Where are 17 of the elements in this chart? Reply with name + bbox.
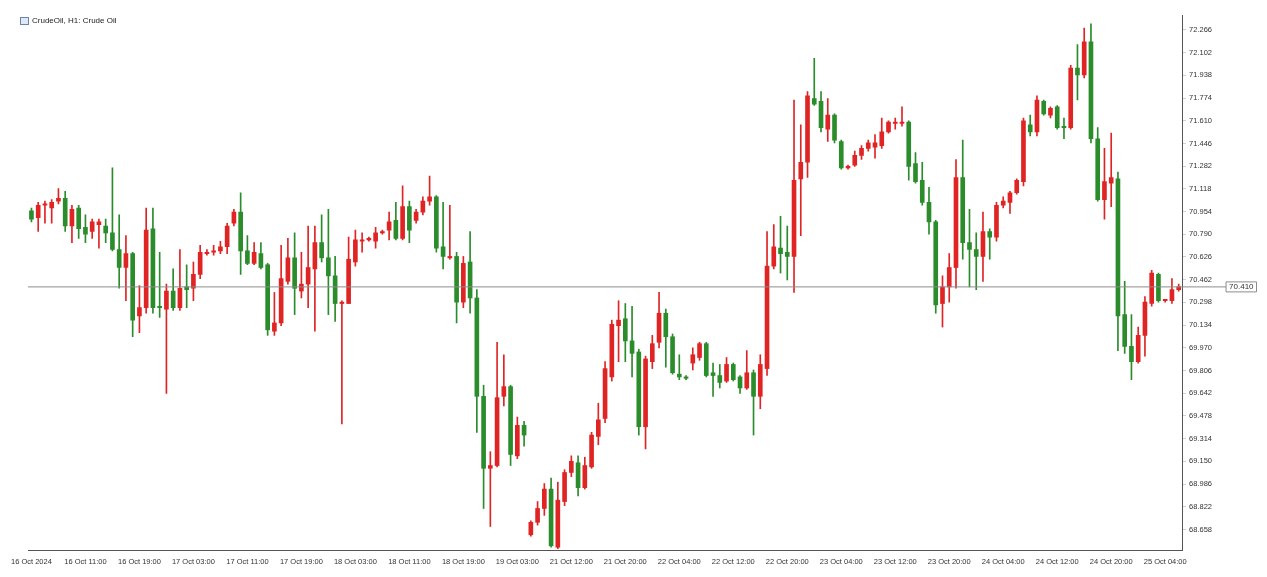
candlestick (676, 354, 682, 381)
candlestick (892, 117, 898, 130)
candlestick (359, 232, 365, 253)
candlestick (42, 200, 48, 224)
ref-line-label: 70.410 (1229, 282, 1255, 292)
candlestick (710, 362, 716, 397)
candlestick (96, 218, 102, 249)
candlestick (973, 232, 979, 290)
candlestick (1108, 132, 1114, 207)
candlestick (501, 354, 507, 407)
candlestick (784, 225, 790, 281)
candlestick (811, 58, 817, 106)
candlestick (440, 202, 446, 270)
candlestick (49, 199, 55, 224)
candlestick (987, 228, 993, 260)
candlestick (798, 124, 804, 236)
chart-title: CrudeOil, H1: Crude Oil (32, 16, 117, 25)
